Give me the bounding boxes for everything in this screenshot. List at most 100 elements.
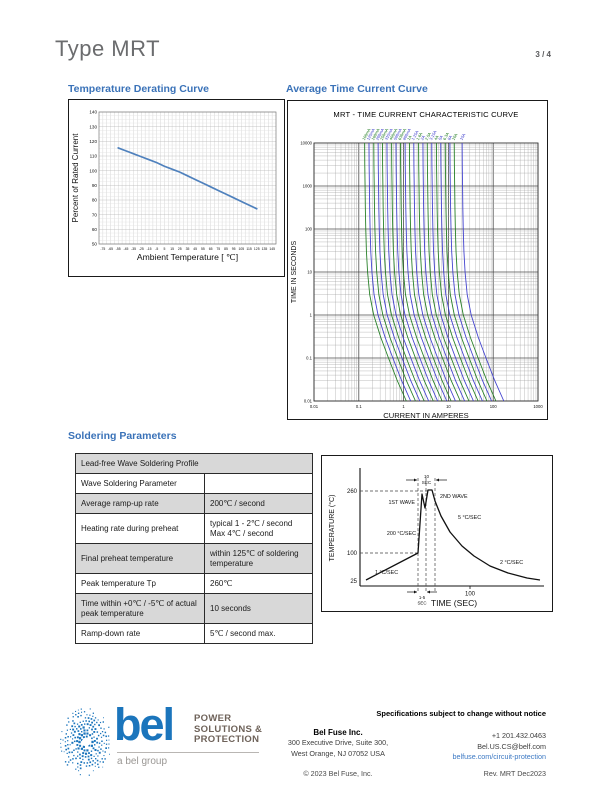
- soldering-table-row: Ramp-down rate 5℃ / second max.: [75, 623, 313, 644]
- tcc-curve-100mA: [364, 142, 407, 402]
- soldering-table-row: Heating rate during preheat typical 1 - 2…: [75, 513, 313, 544]
- tcc-curve-15A: [461, 142, 505, 402]
- soldering-param-value: within 125℃ of soldering temperature: [204, 543, 313, 574]
- heading-soldering-parameters: Soldering Parameters: [68, 430, 177, 442]
- profile-bottom-duration: 1-5: [419, 595, 426, 600]
- soldering-param-label: Average ramp-up rate: [75, 493, 205, 514]
- bel-wordmark: bel: [114, 699, 175, 750]
- svg-text:100: 100: [305, 227, 313, 232]
- tcc-curve-label-6.3A: 6.3A: [442, 131, 450, 141]
- soldering-table-row: Average ramp-up rate 200℃ / second: [75, 493, 313, 514]
- svg-text:-5: -5: [155, 247, 158, 251]
- tcc-curve-6.3A: [444, 142, 488, 402]
- svg-text:135: 135: [262, 247, 268, 251]
- profile-ylabel: TEMPERATURE (°C): [328, 495, 336, 562]
- soldering-table-row: Lead-free Wave Soldering Profile: [75, 453, 313, 474]
- tcc-curve-label-3.15A: 3.15A: [428, 129, 437, 141]
- svg-text:100: 100: [347, 551, 358, 557]
- soldering-param-value: [204, 473, 313, 494]
- tcc-curve-label-5A: 5A: [437, 134, 444, 141]
- profile-xlabel: TIME (SEC): [431, 598, 477, 608]
- svg-text:75: 75: [216, 247, 220, 251]
- soldering-table-row: Peak temperature Tp 260℃: [75, 573, 313, 594]
- tcc-curve-315mA: [386, 142, 430, 402]
- tcc-curve-400mA: [391, 142, 434, 402]
- svg-text:125: 125: [254, 247, 260, 251]
- svg-text:50: 50: [92, 242, 98, 247]
- tcc-curve-label-8A: 8A: [446, 134, 453, 141]
- svg-text:SEC: SEC: [417, 601, 426, 606]
- svg-text:130: 130: [89, 124, 97, 129]
- svg-text:100: 100: [465, 592, 476, 598]
- soldering-param-label: Time within +0℃ / -5℃ of actual peak temp…: [75, 593, 205, 624]
- tcc-curve-label-500mA: 500mA: [392, 127, 403, 141]
- soldering-param-value: 5℃ / second max.: [204, 623, 313, 644]
- soldering-param-label: Ramp-down rate: [75, 623, 205, 644]
- tcc-curve-label-800mA: 800mA: [402, 127, 413, 141]
- svg-text:SEC: SEC: [422, 480, 432, 485]
- svg-text:140: 140: [89, 110, 97, 115]
- tcc-curve-2A: [422, 142, 466, 402]
- svg-text:-65: -65: [108, 247, 113, 251]
- soldering-param-value: 260℃: [204, 573, 313, 594]
- soldering-param-value: typical 1 - 2℃ / second Max 4℃ / second: [204, 513, 313, 544]
- specifications-disclaimer: Specifications subject to change without…: [376, 709, 546, 718]
- svg-text:260: 260: [347, 489, 358, 495]
- svg-text:0.1: 0.1: [356, 404, 362, 409]
- profile-preheat-label: 1 °C/SEC: [375, 570, 398, 576]
- tcc-curve-200mA: [377, 142, 421, 402]
- svg-text:-35: -35: [131, 247, 136, 251]
- contact-email: Bel.US.CS@belf.com: [477, 741, 546, 751]
- svg-text:-75: -75: [100, 247, 105, 251]
- tcc-curve-label-10A: 10A: [451, 132, 459, 141]
- derating-ylabel: Percent of Rated Current: [71, 133, 80, 223]
- svg-text:5: 5: [163, 247, 165, 251]
- tcc-curve-label-160mA: 160mA: [370, 127, 381, 141]
- tcc-curve-label-2A: 2A: [419, 134, 426, 141]
- soldering-param-label: Peak temperature Tp: [75, 573, 205, 594]
- derating-xlabel: Ambient Temperature [ ℃]: [137, 252, 238, 262]
- logo-divider: [117, 752, 259, 753]
- svg-text:55: 55: [201, 247, 205, 251]
- svg-text:0.1: 0.1: [306, 356, 312, 361]
- circuit-protection-link[interactable]: belfuse.com/circuit-protection: [452, 752, 546, 761]
- bel-tagline-line3: PROTECTION: [194, 734, 260, 745]
- svg-text:10000: 10000: [300, 141, 312, 146]
- company-address-line2: West Orange, NJ 07052 USA: [291, 748, 385, 758]
- tcc-curve-label-15A: 15A: [459, 132, 467, 141]
- tcc-curve-3.15A: [431, 142, 474, 402]
- profile-wave2-label: 2ND WAVE: [440, 494, 468, 500]
- svg-text:1000: 1000: [303, 184, 313, 189]
- copyright-text: © 2023 Bel Fuse, Inc.: [303, 769, 373, 778]
- tcc-curve-8A: [449, 142, 492, 402]
- soldering-param-label: Wave Soldering Parameter: [75, 473, 205, 494]
- tcc-curve-500mA: [395, 142, 439, 402]
- tcc-curve-1.6A: [418, 142, 461, 402]
- soldering-param-value: 200℃ / second: [204, 493, 313, 514]
- page-title: Type MRT: [55, 36, 161, 61]
- tcc-curve-label-1A: 1A: [406, 134, 413, 141]
- svg-text:-55: -55: [116, 247, 121, 251]
- svg-text:100: 100: [89, 168, 97, 173]
- svg-text:10: 10: [307, 270, 312, 275]
- svg-text:0.01: 0.01: [304, 399, 313, 404]
- solder-profile-chart: 10 SEC 1-5 SEC 260 100 25 100 1ST WAVE 2ND WAVE 20…: [321, 455, 553, 612]
- svg-text:25: 25: [178, 247, 182, 251]
- svg-text:80: 80: [92, 198, 98, 203]
- svg-text:60: 60: [92, 227, 98, 232]
- svg-text:15: 15: [170, 247, 174, 251]
- bel-group-label: a bel group: [117, 756, 168, 767]
- svg-text:145: 145: [269, 247, 275, 251]
- svg-text:45: 45: [193, 247, 197, 251]
- company-address-line1: 300 Executive Drive, Suite 300,: [287, 738, 389, 747]
- soldering-param-value: 10 seconds: [204, 593, 313, 624]
- svg-text:1000: 1000: [533, 404, 543, 409]
- tcc-curve-800mA: [404, 142, 448, 402]
- profile-cool1-label: 5 °C/SEC: [458, 515, 481, 521]
- svg-text:10: 10: [446, 404, 451, 409]
- time-current-plot: 0.01 0.1 1 10 100 1000 0.01 0.1 1 10 100 1000 10000 1…: [291, 110, 543, 420]
- svg-text:105: 105: [239, 247, 245, 251]
